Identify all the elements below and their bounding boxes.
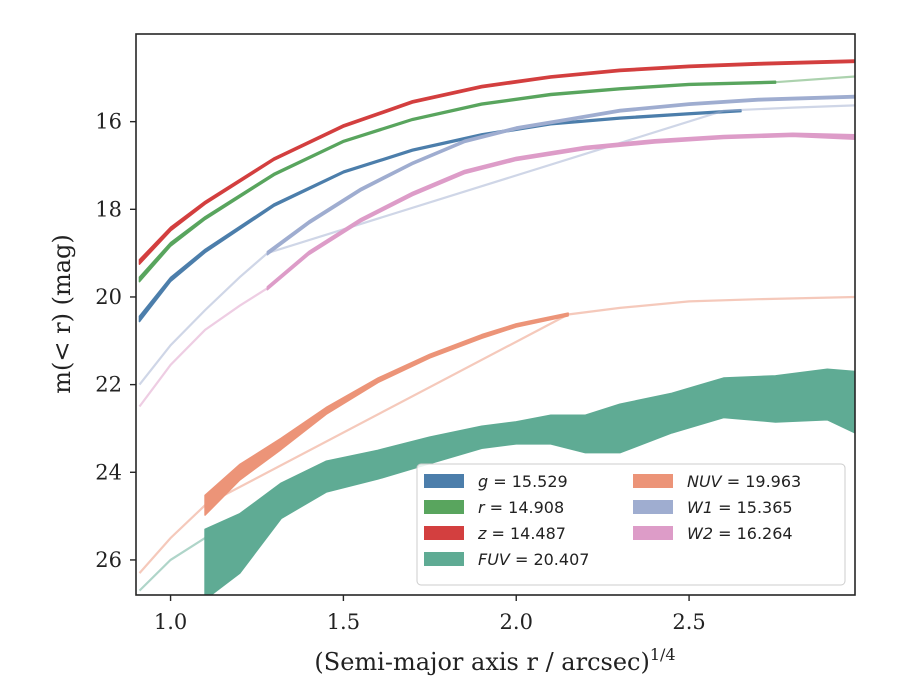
series-g (138, 109, 742, 323)
series-fuv (138, 368, 855, 595)
legend-swatch-w2 (633, 526, 673, 540)
legend-swatch-r (424, 500, 464, 514)
x-tick-label: 1.0 (154, 610, 187, 634)
legend-label-fuv: FUV = 20.407 (478, 550, 589, 569)
series-fuv-band (204, 368, 855, 595)
series-r-band (138, 80, 777, 283)
series-w2 (138, 132, 855, 408)
legend-label-w1: W1 = 15.365 (687, 498, 793, 517)
series-r (138, 75, 855, 283)
series-w1-band (266, 94, 855, 256)
series-layer (138, 59, 855, 595)
plot-frame (135, 33, 856, 596)
y-tick-label: 16 (95, 110, 122, 134)
series-r-extrapolated-line (775, 75, 855, 84)
series-nuv-band (204, 312, 569, 516)
series-nuv (138, 295, 855, 574)
x-axis-label: (Semi-major axis r / arcsec)1/4 (314, 645, 675, 676)
legend-swatch-fuv (424, 552, 464, 566)
legend-swatch-w1 (633, 500, 673, 514)
legend-swatch-nuv (633, 474, 673, 488)
series-z-band (138, 59, 855, 265)
y-tick-label: 20 (95, 285, 122, 309)
legend: g = 15.529 r = 14.908 z = 14.487 FUV = 20.4… (416, 463, 846, 586)
series-w1 (138, 94, 855, 386)
legend-label-w2: W2 = 16.264 (687, 524, 793, 543)
x-tick-label: 1.5 (327, 610, 360, 634)
y-tick-label: 26 (95, 548, 122, 572)
series-z (138, 59, 855, 265)
legend-label-z: z = 14.487 (477, 524, 566, 543)
series-w1-extrapolated-line (138, 104, 855, 386)
series-nuv-extrapolated-line (138, 295, 855, 574)
y-tick-label: 24 (95, 460, 122, 484)
legend-label-nuv: NUV = 19.963 (687, 472, 801, 491)
x-tick-label: 2.0 (500, 610, 533, 634)
legend-swatch-z (424, 526, 464, 540)
legend-label-g: g = 15.529 (478, 472, 568, 491)
series-w2-band (266, 132, 855, 291)
legend-label-r: r = 14.908 (478, 498, 564, 517)
y-tick-label: 18 (95, 197, 122, 221)
y-axis-label: m(< r) (mag) (48, 234, 76, 393)
y-tick-label: 22 (95, 373, 122, 397)
series-g-band (138, 109, 742, 323)
legend-box (416, 463, 846, 586)
series-w2-extrapolated-line (138, 287, 268, 408)
axis-ticks: 1.0 1.5 2.0 2.5 16 18 20 22 24 26 (95, 110, 706, 634)
x-tick-label: 2.5 (672, 610, 705, 634)
legend-swatch-g (424, 474, 464, 488)
